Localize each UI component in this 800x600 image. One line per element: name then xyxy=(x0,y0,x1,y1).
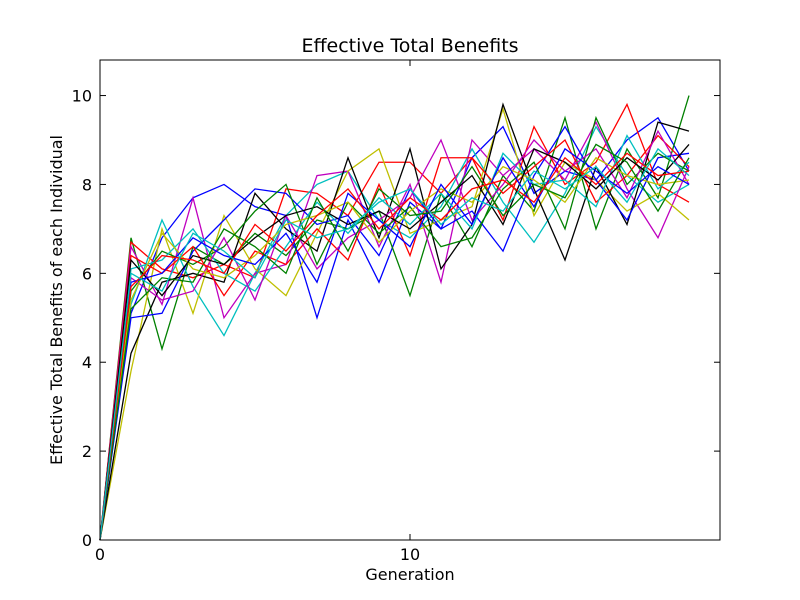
y-axis-label: Effective Total Benefits of each Individ… xyxy=(47,135,66,465)
series-line-2 xyxy=(99,95,690,541)
series-layer xyxy=(99,95,690,541)
x-tick-label: 0 xyxy=(95,545,105,564)
x-axis-label: Generation xyxy=(365,565,454,584)
series-line-7 xyxy=(99,102,690,541)
y-tick-label: 8 xyxy=(82,175,92,194)
chart-title: Effective Total Benefits xyxy=(301,35,518,57)
y-tick-label: 10 xyxy=(72,87,92,106)
y-tick-label: 4 xyxy=(82,353,92,372)
series-line-14 xyxy=(99,144,690,541)
y-tick-label: 0 xyxy=(82,531,92,550)
ticks-layer: 0 10 0 2 4 6 8 10 xyxy=(72,60,720,564)
series-line-6 xyxy=(99,106,690,541)
series-line-5 xyxy=(99,120,690,541)
x-tick-label: 10 xyxy=(400,545,420,564)
series-line-15 xyxy=(99,147,690,541)
series-line-16 xyxy=(99,143,690,541)
series-line-13 xyxy=(99,156,690,541)
y-tick-label: 2 xyxy=(82,442,92,461)
series-line-1 xyxy=(99,116,690,541)
plot-frame xyxy=(99,59,721,541)
series-line-17 xyxy=(99,152,690,541)
y-tick-label: 6 xyxy=(82,264,92,283)
series-line-18 xyxy=(99,147,690,541)
